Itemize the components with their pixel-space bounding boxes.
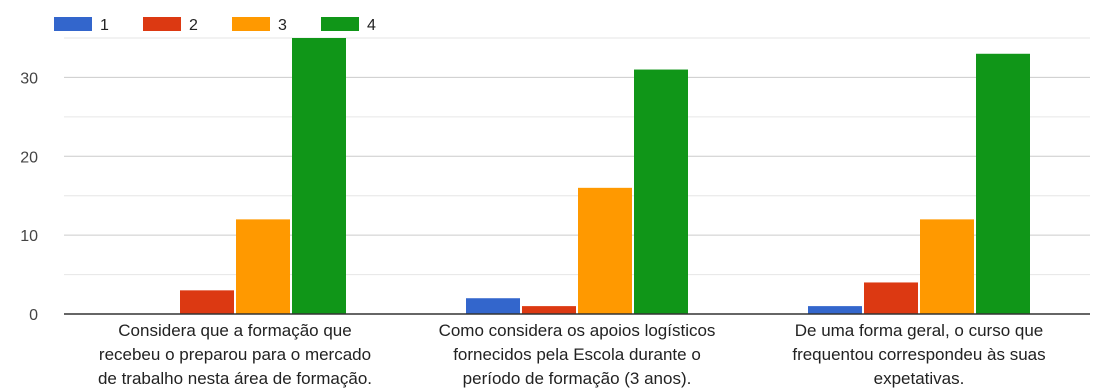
x-category-label: de trabalho nesta área de formação. bbox=[98, 369, 372, 388]
x-category-label: De uma forma geral, o curso que bbox=[795, 321, 1044, 340]
bar-series-3-category-3 bbox=[920, 219, 974, 314]
x-category-label: Considera que a formação que bbox=[118, 321, 351, 340]
axes: 0 10 20 30 Considera que a formação que receb… bbox=[20, 70, 1090, 388]
x-category-label: frequentou correspondeu às suas bbox=[792, 345, 1045, 364]
bar-series-2-category-3 bbox=[864, 282, 918, 314]
legend-label-4: 4 bbox=[367, 17, 376, 34]
x-category-label: fornecidos pela Escola durante o bbox=[453, 345, 701, 364]
x-category-label: período de formação (3 anos). bbox=[463, 369, 692, 388]
y-tick-label: 20 bbox=[20, 149, 38, 166]
legend-label-3: 3 bbox=[278, 17, 287, 34]
x-category-label: recebeu o preparou para o mercado bbox=[99, 345, 371, 364]
bar-series-2-category-1 bbox=[180, 290, 234, 314]
legend-label-1: 1 bbox=[100, 17, 109, 34]
legend-swatch-3 bbox=[232, 17, 270, 31]
bar-series-4-category-1 bbox=[292, 38, 346, 314]
bar-series-3-category-2 bbox=[578, 187, 632, 314]
x-category-label: Como considera os apoios logísticos bbox=[439, 321, 716, 340]
y-tick-label: 30 bbox=[20, 70, 38, 87]
legend-swatch-2 bbox=[143, 17, 181, 31]
bar-series-4-category-2 bbox=[634, 69, 688, 315]
bars bbox=[180, 38, 1030, 315]
bar-series-1-category-3 bbox=[808, 306, 862, 314]
gridlines bbox=[64, 37, 1090, 276]
x-category-label: expetativas. bbox=[874, 369, 965, 388]
legend-swatch-4 bbox=[321, 17, 359, 31]
bar-series-3-category-1 bbox=[236, 219, 290, 314]
y-tick-label: 10 bbox=[20, 228, 38, 245]
bar-series-1-category-2 bbox=[466, 298, 520, 314]
legend-swatch-1 bbox=[54, 17, 92, 31]
bar-series-4-category-3 bbox=[976, 53, 1030, 315]
y-tick-label: 0 bbox=[29, 307, 38, 324]
legend: 1 2 3 4 bbox=[54, 17, 376, 34]
bar-series-2-category-2 bbox=[522, 306, 576, 314]
legend-label-2: 2 bbox=[189, 17, 198, 34]
